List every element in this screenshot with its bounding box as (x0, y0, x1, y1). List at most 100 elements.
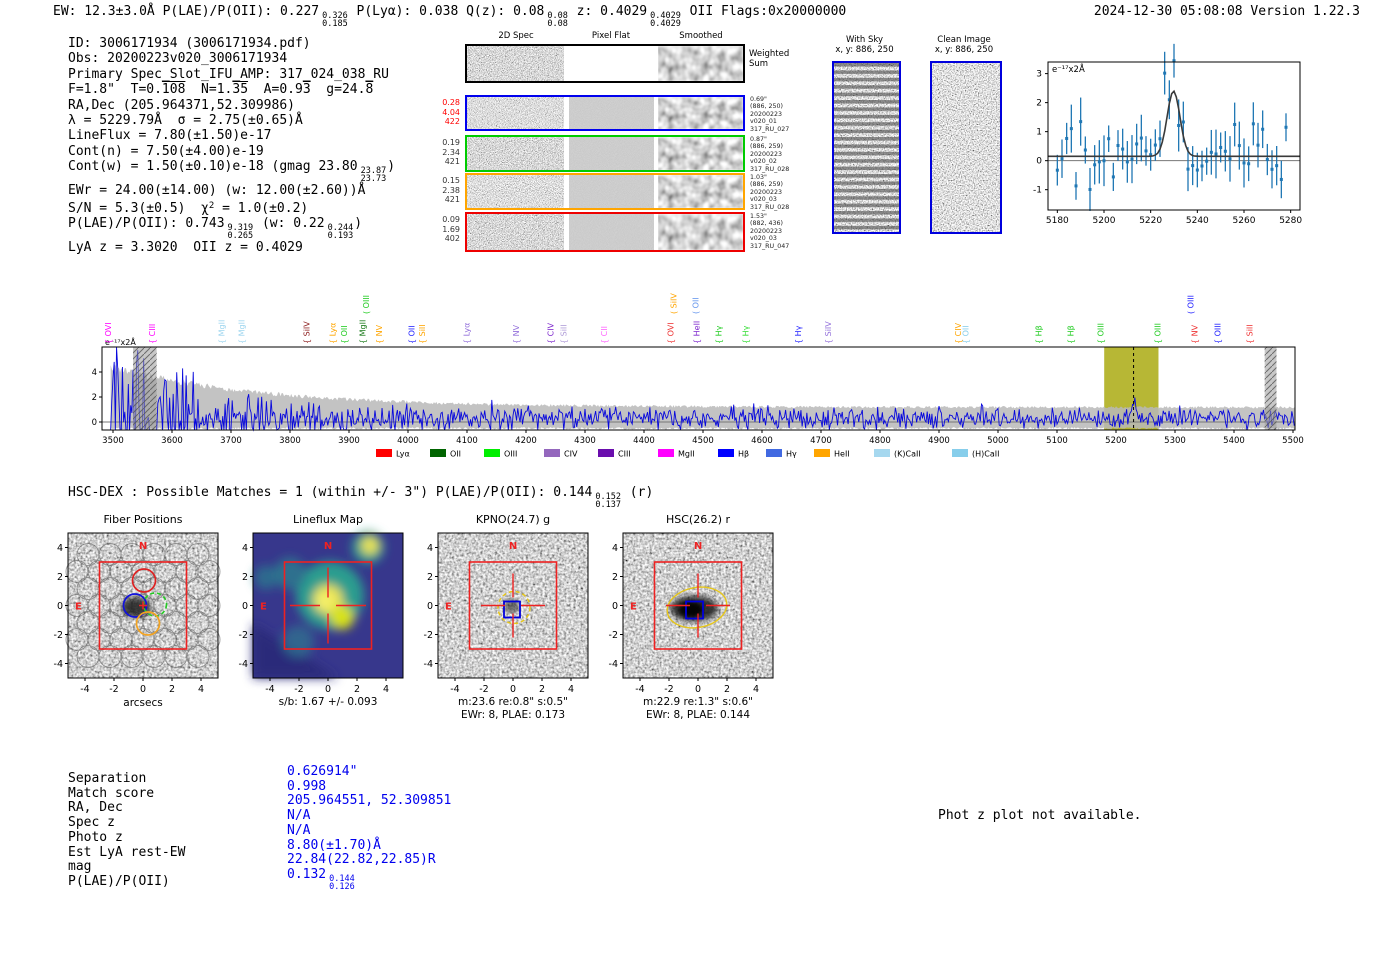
match-row-label: Match score (68, 785, 155, 801)
svg-text:5200: 5200 (1105, 436, 1127, 446)
match-table-labels: Separation Match score RA, Dec Spec z Photo … (68, 771, 186, 890)
spec2d-row (465, 212, 745, 252)
compass-east: E (260, 602, 267, 613)
match-row-label: Photo z (68, 829, 123, 845)
legend-label: Lyα (396, 450, 410, 459)
line-marker-label: { CIII (148, 324, 157, 344)
match-row-value: 0.626914" (287, 764, 358, 779)
match-row-label: Est LyA rest-EW (68, 844, 186, 860)
compass-north: N (139, 541, 147, 552)
row-weight-labels: 0.19 2.34 421 (442, 138, 460, 166)
compass-east: E (75, 602, 82, 613)
row-fiber-annotation: 0.87" (886, 259) 20200223 v020_02 317_RU_028 (750, 136, 790, 173)
svg-text:5000: 5000 (987, 436, 1009, 446)
fiber-orange (135, 611, 161, 636)
legend-label: CIII (618, 450, 631, 459)
catalog-position-box (685, 600, 704, 620)
line-marker-label: { SiIV (303, 321, 312, 344)
svg-text:2: 2 (724, 684, 730, 695)
photz-note: Phot z plot not available. (938, 808, 1142, 823)
cutout-strip-pixelflat (569, 137, 654, 170)
line-marker-label: { CII (600, 326, 609, 344)
svg-text:5500: 5500 (1282, 436, 1304, 446)
cutout-strip-2dspec (467, 175, 564, 208)
svg-text:e⁻¹⁷x2Å: e⁻¹⁷x2Å (105, 336, 136, 347)
compass-east: E (630, 602, 637, 613)
svg-text:2: 2 (242, 572, 248, 583)
line-marker-label: { OIII (1097, 323, 1106, 344)
full-spectrum-plot: 3500 3600 3700 3800 3900 4000 4100 4200 4300 4400… (92, 293, 1304, 459)
col-header-pixelflat: Pixel Flat (591, 31, 631, 41)
line-marker-label: ( SiIV (670, 293, 679, 314)
svg-text:-2: -2 (109, 684, 118, 695)
info-line: Primary Spec_Slot_IFU_AMP: 317_024_038_R… (68, 66, 389, 82)
info-line: λ = 5229.79Å σ = 2.75(±0.65)Å (68, 113, 303, 129)
svg-text:3600: 3600 (161, 436, 183, 446)
svg-text:4900: 4900 (928, 436, 950, 446)
match-row-value: 22.84(22.82,22.85)R (287, 852, 436, 868)
svg-text:-1: -1 (1033, 186, 1042, 196)
legend-swatch (718, 449, 734, 457)
spec2d-row (465, 44, 745, 83)
line-marker-label: { OVI (667, 322, 676, 344)
svg-text:4500: 4500 (692, 436, 714, 446)
line-marker-label: { SiII (560, 324, 569, 344)
line-marker-label: { Lyα (328, 323, 337, 344)
line-marker-label: { NV (1190, 324, 1199, 344)
panel-title: Fiber Positions (103, 513, 183, 526)
line-marker-label: { NV (512, 324, 521, 344)
catalog-position-box (503, 600, 521, 619)
gaussian-fit-curve (1048, 89, 1300, 158)
line-marker-label: { NV (375, 324, 384, 344)
cutout-strip-smoothed (658, 97, 743, 129)
match-row-label: P(LAE)/P(OII) (68, 873, 170, 889)
cutout-strip-2dspec (467, 97, 564, 129)
line-marker-label: { OVI (104, 322, 113, 344)
svg-text:0: 0 (695, 684, 701, 695)
svg-text:0: 0 (510, 684, 516, 695)
svg-text:4: 4 (198, 684, 204, 695)
compass-north: N (509, 541, 517, 552)
clean-image-title: Clean Image x, y: 886, 250 (934, 35, 994, 55)
svg-text:2: 2 (92, 393, 97, 403)
info-line: RA,Dec (205.964371,52.309986) (68, 97, 295, 113)
row-weight-labels: 0.15 2.38 421 (442, 176, 460, 204)
svg-text:-2: -2 (239, 630, 248, 641)
line-marker-label: { Hγ (794, 325, 803, 344)
svg-text:3500: 3500 (102, 436, 124, 446)
svg-text:2: 2 (354, 684, 360, 695)
line-marker-label: { OII (962, 325, 971, 344)
svg-text:5240: 5240 (1186, 216, 1209, 226)
extraction-box (283, 561, 373, 650)
svg-text:4: 4 (612, 543, 618, 554)
panel-caption-2: EWr: 8, PLAE: 0.144 (645, 709, 751, 721)
svg-text:-4: -4 (265, 684, 274, 695)
svg-text:4: 4 (427, 543, 433, 554)
row-weight-labels: 0.09 1.69 402 (442, 215, 460, 243)
svg-text:-2: -2 (54, 630, 63, 641)
cutout-strip-pixelflat (569, 175, 654, 208)
svg-text:-4: -4 (80, 684, 89, 695)
cutout-strip-pixelflat (569, 214, 654, 250)
kron-ellipse (666, 586, 728, 629)
extraction-box (468, 561, 558, 650)
svg-text:4000: 4000 (397, 436, 419, 446)
clean-image-cutout (930, 61, 1002, 234)
svg-text:4200: 4200 (515, 436, 537, 446)
cutout-panels: N E -4 -4 -2 -2 0 0 2 2 4 4 N E -4 -4 -2 -2 0 0 2 2 4 4 N E -4 -4 -2… (54, 531, 774, 695)
svg-text:4400: 4400 (633, 436, 655, 446)
svg-text:-4: -4 (635, 684, 644, 695)
svg-text:5180: 5180 (1046, 216, 1069, 226)
line-marker-label: ( OII (691, 297, 700, 314)
svg-text:3900: 3900 (338, 436, 360, 446)
svg-text:0: 0 (242, 601, 248, 612)
svg-text:1: 1 (1036, 128, 1042, 138)
svg-text:4: 4 (57, 543, 63, 554)
svg-text:4: 4 (568, 684, 574, 695)
panel-title: Lineflux Map (292, 513, 364, 526)
match-row-value: 205.964551, 52.309851 (287, 793, 452, 809)
col-header-smoothed: Smoothed (679, 31, 723, 41)
line-marker-label: { MgII (359, 320, 368, 344)
svg-text:0: 0 (92, 418, 97, 428)
